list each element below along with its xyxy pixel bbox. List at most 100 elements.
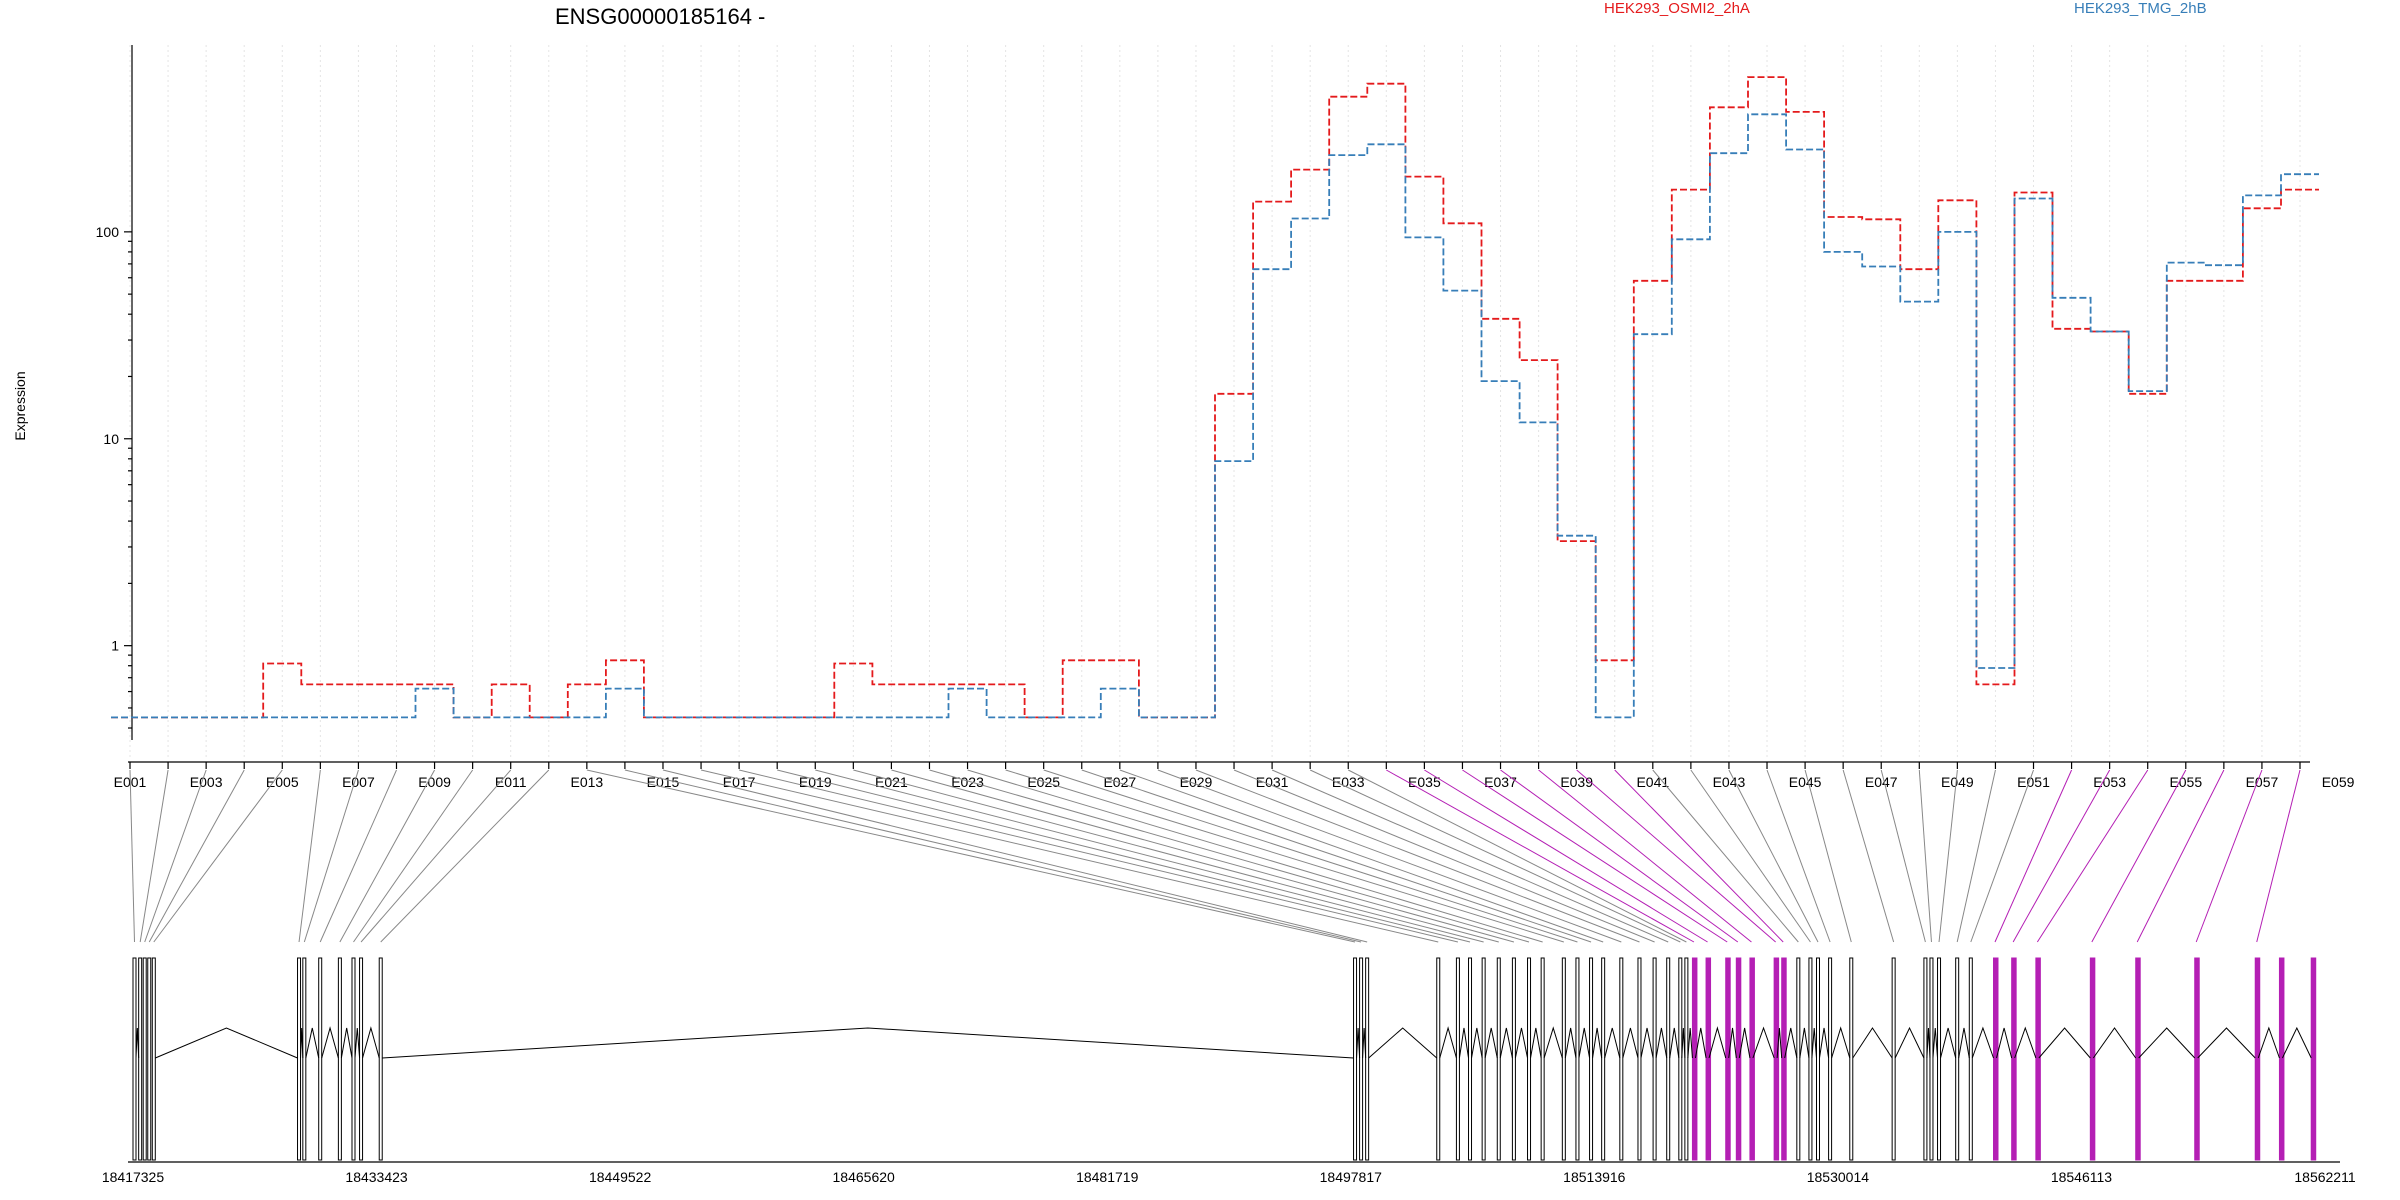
x-tick-label: E043 [1713, 774, 1746, 790]
gene-axis-tick-label: 18513916 [1563, 1169, 1626, 1185]
exon-connector [144, 769, 207, 943]
intron-line [2014, 1026, 2037, 1059]
exon-block [2278, 957, 2285, 1161]
exon-block [1527, 957, 1532, 1161]
exon-connector [1994, 769, 2073, 943]
exon-connector [1233, 769, 1655, 943]
exon-block [1891, 957, 1896, 1161]
gene-axis-tick-label: 18481719 [1076, 1169, 1139, 1185]
series-line-2 [111, 113, 2319, 719]
intron-line [1799, 1027, 1810, 1059]
exon-block [1365, 957, 1370, 1161]
exon-block [351, 957, 356, 1161]
exon-block [318, 957, 323, 1161]
exon-block [2135, 957, 2141, 1161]
exon-block [337, 957, 342, 1161]
exon-block [1540, 957, 1545, 1161]
exon-block [1436, 957, 1441, 1161]
exon-connector [1119, 769, 1604, 943]
x-tick-label: E003 [190, 774, 223, 790]
intron-line [1484, 1027, 1498, 1059]
exon-block [1781, 957, 1787, 1161]
exon-block [1993, 957, 1999, 1161]
exon-block [1666, 957, 1671, 1161]
chart-title: ENSG00000185164 - [555, 4, 765, 29]
x-tick-label: E007 [342, 774, 375, 790]
exon-block [1601, 957, 1606, 1161]
exon-connector [1880, 769, 1926, 943]
intron-line [135, 1027, 140, 1059]
intron-line [340, 1027, 353, 1059]
exon-block [1937, 957, 1942, 1161]
exon-block [1808, 957, 1813, 1161]
exon-connector [1690, 769, 1811, 943]
exon-connector [360, 769, 512, 943]
intron-line [1368, 1027, 1438, 1059]
exon-block [147, 957, 152, 1161]
exon-connector [1462, 769, 1728, 943]
x-tick-label: E021 [875, 774, 908, 790]
exon-connector [1348, 769, 1687, 943]
intron-line [1738, 1027, 1751, 1059]
intron-line [2281, 1026, 2312, 1059]
exon-connector [1614, 769, 1784, 943]
exon-connector [777, 769, 1471, 943]
exon-block [359, 957, 364, 1161]
intron-line [2197, 1027, 2256, 1059]
x-tick-label: E057 [2246, 774, 2279, 790]
intron-line [382, 1027, 1354, 1059]
legend-label-series1: HEK293_OSMI2_2hA [1604, 0, 1750, 17]
exon-block [1455, 957, 1460, 1161]
exon-block [302, 957, 307, 1161]
intron-line [1784, 1027, 1798, 1059]
exon-connector [2136, 769, 2225, 943]
exon-connector [967, 769, 1543, 943]
exon-block [1749, 957, 1755, 1161]
intron-line [2092, 1027, 2137, 1059]
exon-connector [624, 769, 1362, 943]
exon-block [1929, 957, 1934, 1161]
exon-connector [1271, 769, 1669, 943]
intron-line [1514, 1027, 1529, 1059]
exon-block [1684, 957, 1689, 1161]
x-tick-label: E031 [1256, 774, 1289, 790]
series-lines [111, 76, 2319, 719]
exon-connector [1043, 769, 1578, 943]
x-tick-label: E045 [1789, 774, 1822, 790]
exon-block [2089, 957, 2096, 1161]
x-tick-label: E041 [1636, 774, 1669, 790]
x-tick-label: E035 [1408, 774, 1441, 790]
intron-line [2038, 1027, 2091, 1059]
x-tick-label: E023 [951, 774, 984, 790]
exon-block [1353, 957, 1358, 1161]
x-tick-label: E059 [2322, 774, 2355, 790]
exon-block [1735, 957, 1742, 1161]
gene-axis-tick-label: 18546113 [2051, 1169, 2112, 1185]
x-tick-label: E039 [1560, 774, 1593, 790]
exon-connector [739, 769, 1459, 943]
exon-block [1575, 957, 1580, 1161]
exon-connector [339, 769, 435, 943]
exon-block [2254, 957, 2261, 1161]
intron-line [1458, 1027, 1470, 1059]
exon-block [1561, 957, 1566, 1161]
exon-connector [353, 769, 474, 943]
gene-axis-tick-label: 18417325 [102, 1169, 165, 1185]
y-axis-label: Expression [12, 371, 28, 440]
exon-connector [129, 769, 135, 943]
gene-axis-tick-label: 18433423 [345, 1169, 408, 1185]
exon-connector [700, 769, 1439, 943]
intron-line [1622, 1027, 1639, 1059]
x-tick-label: E013 [570, 774, 603, 790]
exon-connector [153, 769, 283, 943]
exon-block [1923, 957, 1928, 1161]
exon-block [1796, 957, 1801, 1161]
exon-connector [1970, 769, 2034, 943]
intron-line [1640, 1027, 1654, 1059]
intron-line [1655, 1027, 1668, 1059]
y-tick-label: 10 [103, 431, 119, 447]
intron-line [362, 1026, 380, 1059]
exon-connector [2256, 769, 2301, 943]
exon-connector [891, 769, 1515, 943]
